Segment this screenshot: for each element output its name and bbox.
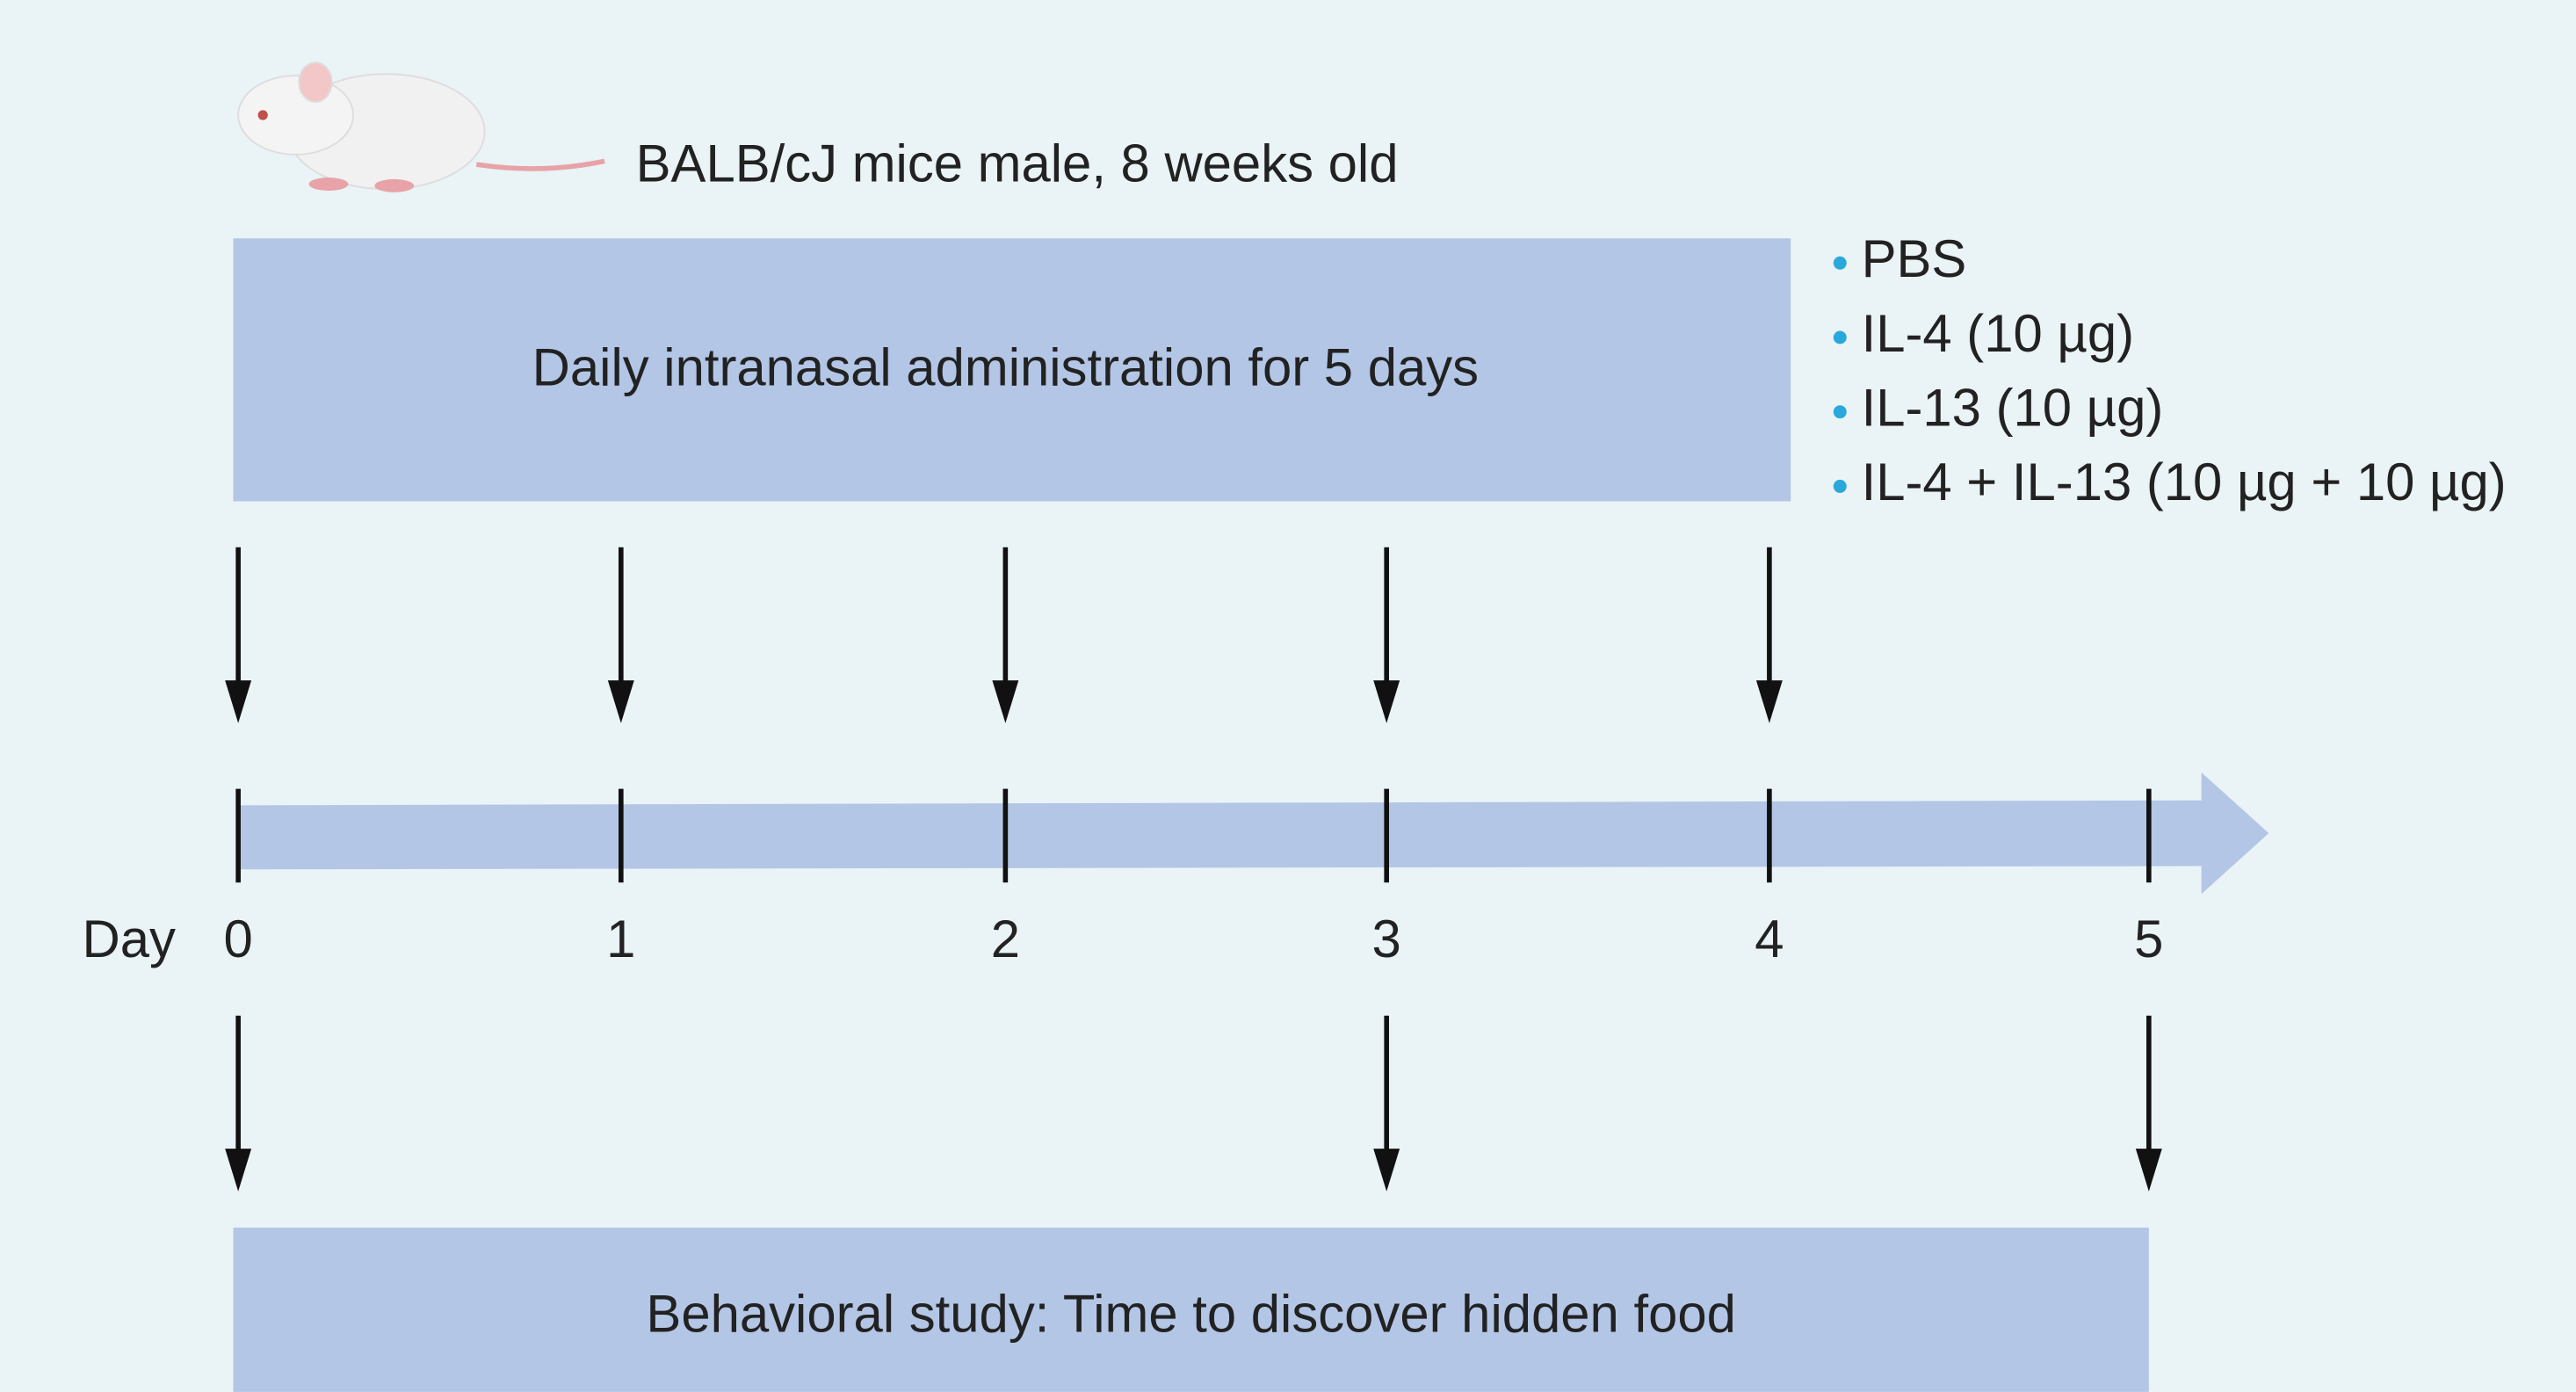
behavior-label: Behavioral study: Time to discover hidde… bbox=[646, 1285, 1735, 1344]
arrow-head bbox=[1373, 1149, 1400, 1192]
arrow-head bbox=[225, 680, 252, 723]
mouse-icon bbox=[237, 62, 605, 192]
timeline-label: Day bbox=[82, 910, 175, 968]
treatment: PBS bbox=[1862, 229, 1967, 288]
day-label: 0 bbox=[223, 910, 252, 968]
treatment: IL-13 (10 µg) bbox=[1862, 379, 2164, 438]
behavior-box bbox=[233, 1227, 2149, 1392]
bullet bbox=[1833, 405, 1847, 419]
subject-label: BALB/cJ mice male, 8 weeks old bbox=[636, 134, 1399, 193]
bullet bbox=[1833, 256, 1847, 270]
arrow-head bbox=[2135, 1149, 2162, 1192]
arrow-head bbox=[225, 1149, 252, 1192]
treatment: IL-4 + IL-13 (10 µg + 10 µg) bbox=[1862, 453, 2507, 511]
arrow-head bbox=[607, 680, 634, 723]
day-label: 3 bbox=[1372, 910, 1401, 968]
bullet bbox=[1833, 330, 1847, 344]
day-label: 1 bbox=[606, 910, 635, 968]
day-label: 4 bbox=[1755, 910, 1784, 968]
day-label: 2 bbox=[991, 910, 1020, 968]
treatment: IL-4 (10 µg) bbox=[1862, 304, 2134, 363]
arrow-head bbox=[1373, 680, 1400, 723]
timeline-arrow bbox=[238, 772, 2269, 895]
arrow-head bbox=[992, 680, 1019, 723]
treatment-list: PBS IL-4 (10 µg) IL-13 (10 µg) IL-4 + IL-13… bbox=[1833, 229, 2507, 511]
day-ticks: 0 1 2 3 4 5 bbox=[223, 547, 2163, 1192]
administration-box bbox=[233, 238, 1791, 502]
arrow-head bbox=[1755, 680, 1783, 723]
day-label: 5 bbox=[2134, 910, 2163, 968]
administration-label: Daily intranasal administration for 5 da… bbox=[532, 338, 1479, 397]
bullet bbox=[1833, 479, 1847, 493]
